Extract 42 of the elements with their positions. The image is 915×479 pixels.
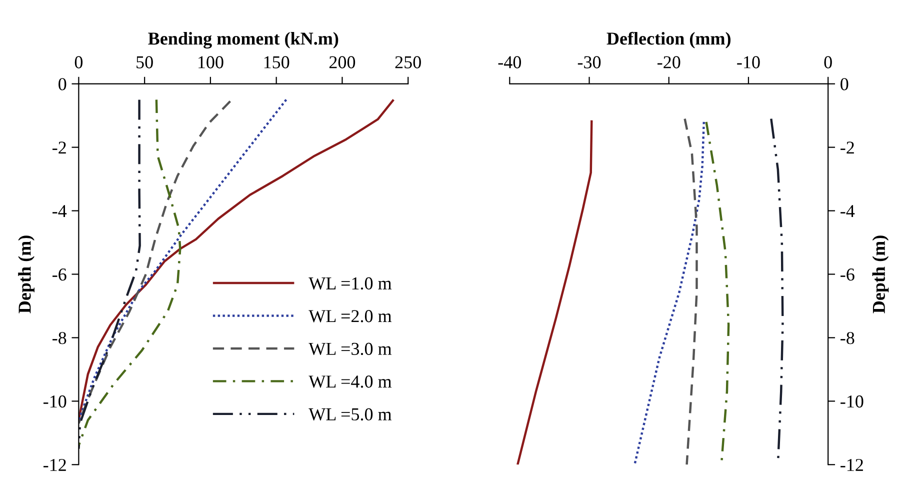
y-tick-label: -12 <box>840 458 863 471</box>
legend-label: WL =4.0 m <box>308 376 392 388</box>
x-tick-label: 100 <box>198 56 224 68</box>
line-series <box>634 120 705 465</box>
x-axis-title: Bending moment (kN.m) <box>148 32 338 49</box>
x-tick-label: 250 <box>395 56 421 68</box>
line-series <box>78 98 288 422</box>
line-series <box>78 98 182 447</box>
legend-label: WL =2.0 m <box>308 310 392 322</box>
x-tick-label: 0 <box>74 56 83 68</box>
y-tick-label: -12 <box>43 458 66 471</box>
x-tick-label: -30 <box>578 56 601 68</box>
y-tick-label: -8 <box>52 332 66 344</box>
x-tick-label: -40 <box>498 56 521 68</box>
y-tick-label: -4 <box>840 205 855 218</box>
x-tick-label: 200 <box>329 56 356 68</box>
y-tick-label: -10 <box>840 395 864 408</box>
y-tick-label: -4 <box>52 205 67 218</box>
x-axis-title: Deflection (mm) <box>606 32 730 48</box>
y-tick-label: -2 <box>52 142 66 154</box>
legend-label: WL =3.0 m <box>308 342 392 356</box>
legend-label: WL =5.0 m <box>308 408 392 421</box>
line-series <box>78 98 395 422</box>
y-tick-label: 0 <box>58 78 66 90</box>
line-series <box>516 119 593 465</box>
y-tick-label: -8 <box>840 332 854 344</box>
x-tick-label: -20 <box>658 56 680 68</box>
y-tick-label: -6 <box>840 268 854 281</box>
x-tick-label: 0 <box>824 56 832 68</box>
line-series <box>684 118 698 465</box>
y-tick-label: -10 <box>43 395 66 408</box>
y-axis-title: Depth (m) <box>872 236 889 314</box>
line-series <box>78 98 141 450</box>
x-tick-label: 50 <box>136 56 153 68</box>
y-tick-label: -2 <box>840 142 854 154</box>
y-axis-title: Depth (m) <box>18 236 34 314</box>
y-tick-label: -6 <box>52 268 66 281</box>
y-tick-label: 0 <box>840 78 848 90</box>
line-series <box>78 100 232 424</box>
x-tick-label: -10 <box>737 56 760 68</box>
legend-label: WL =1.0 m <box>308 277 392 290</box>
x-tick-label: 150 <box>264 56 290 68</box>
